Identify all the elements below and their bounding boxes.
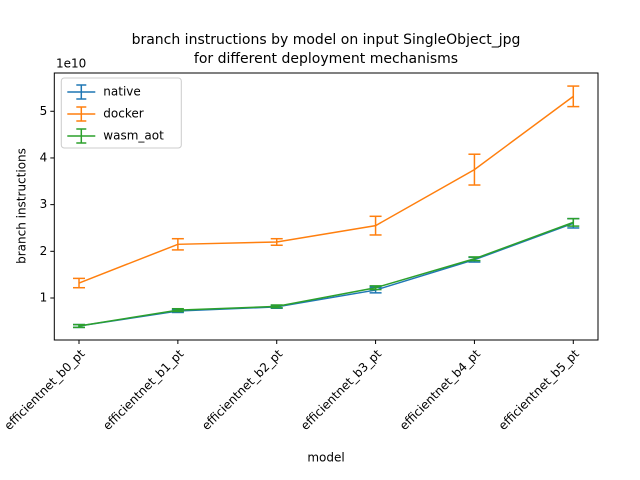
series-line: [78, 221, 574, 327]
y-tick-label: 1: [40, 290, 48, 304]
legend-symbol: [67, 128, 96, 144]
y-tick-label: 2: [40, 244, 48, 258]
chart-title: branch instructions by model on input Si…: [132, 32, 521, 48]
y-offset-label: 1e10: [56, 57, 86, 71]
legend-label: wasm_aot: [103, 129, 164, 143]
series-line: [78, 222, 574, 327]
legend-symbol: [67, 84, 96, 100]
x-axis-label: model: [307, 451, 344, 465]
chart-title: for different deployment mechanisms: [194, 51, 458, 67]
legend-symbol: [67, 106, 96, 122]
plot-area: [53, 72, 599, 341]
y-tick-label: 5: [40, 104, 48, 118]
legend-label: docker: [103, 107, 143, 121]
series-line: [78, 95, 574, 284]
y-tick-label: 4: [40, 150, 48, 164]
y-axis-label: branch instructions: [15, 148, 29, 264]
y-tick-label: 3: [40, 197, 48, 211]
legend-label: native: [103, 85, 140, 99]
legend-box: [60, 77, 182, 149]
